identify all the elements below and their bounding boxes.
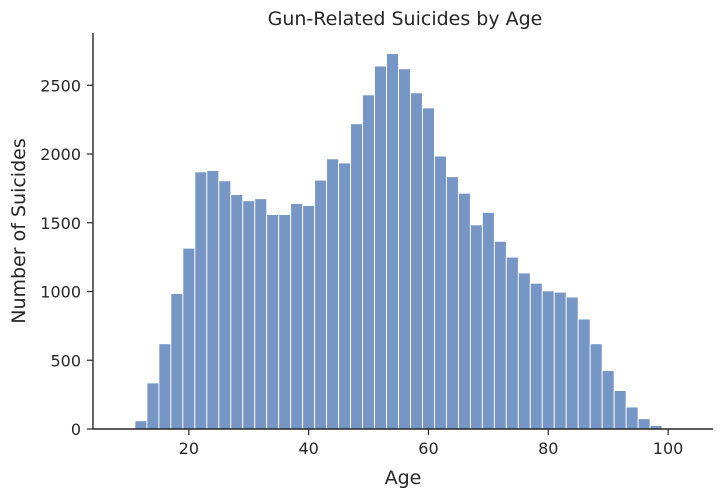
y-tick-label: 0 xyxy=(71,420,81,439)
chart-title: Gun-Related Suicides by Age xyxy=(268,8,543,30)
histogram-bar xyxy=(302,205,316,430)
histogram-bar xyxy=(290,203,304,430)
x-tick-label: 40 xyxy=(298,439,318,458)
bars-group xyxy=(134,53,675,430)
histogram-bar xyxy=(481,211,495,430)
histogram-bar xyxy=(194,171,208,430)
histogram-bar xyxy=(398,68,411,430)
histogram-bar xyxy=(146,382,160,430)
x-tick-label: 80 xyxy=(538,439,558,458)
histogram-bar xyxy=(505,256,519,430)
histogram-bar xyxy=(134,420,148,430)
histogram-bar xyxy=(625,406,639,430)
histogram-bar xyxy=(541,290,555,430)
x-tick-label: 20 xyxy=(179,439,199,458)
y-axis-label: Number of Suicides xyxy=(8,138,30,323)
histogram-bar xyxy=(158,343,172,430)
y-tick-label: 2500 xyxy=(40,76,81,95)
histogram-bar xyxy=(493,240,507,430)
histogram-bar xyxy=(326,158,340,430)
histogram-bar xyxy=(386,53,399,430)
x-tick-label: 100 xyxy=(653,439,684,458)
histogram-bar xyxy=(553,291,567,430)
y-tick-label: 2000 xyxy=(40,145,81,164)
histogram-bar xyxy=(230,194,244,430)
histogram-bar xyxy=(242,200,256,430)
histogram-bar xyxy=(254,198,268,430)
histogram-bar xyxy=(601,370,615,430)
histogram-bar xyxy=(170,293,184,430)
histogram-bar xyxy=(278,214,292,430)
histogram-bar xyxy=(362,94,375,430)
histogram-bar xyxy=(338,162,352,430)
y-tick-label: 1500 xyxy=(40,214,81,233)
histogram-bar xyxy=(637,418,651,430)
x-ticks-group: 20 40 60 80 100 xyxy=(179,429,684,458)
histogram-bar xyxy=(350,123,364,430)
histogram-bar xyxy=(529,282,543,430)
histogram-bar xyxy=(218,180,232,430)
histogram-bar xyxy=(314,179,328,430)
histogram-bar xyxy=(374,65,387,430)
histogram-bar xyxy=(613,390,627,430)
histogram-bar xyxy=(182,247,196,430)
y-tick-label: 500 xyxy=(50,351,81,370)
histogram-bar xyxy=(433,155,447,430)
histogram-bar xyxy=(469,224,483,430)
histogram-bar xyxy=(577,318,591,430)
histogram-bar xyxy=(206,170,220,430)
x-tick-label: 60 xyxy=(418,439,438,458)
y-tick-label: 1000 xyxy=(40,283,81,302)
y-ticks-group: 0 500 1000 1500 2000 2500 xyxy=(40,76,93,439)
histogram-bar xyxy=(565,296,579,430)
histogram-bar xyxy=(410,92,423,430)
histogram-bar xyxy=(589,343,603,430)
histogram-bar xyxy=(266,214,280,430)
histogram-bar xyxy=(445,176,459,430)
histogram-bar xyxy=(517,272,531,430)
histogram-bar xyxy=(422,107,435,430)
histogram-bar xyxy=(457,192,471,430)
x-axis-label: Age xyxy=(385,467,422,489)
